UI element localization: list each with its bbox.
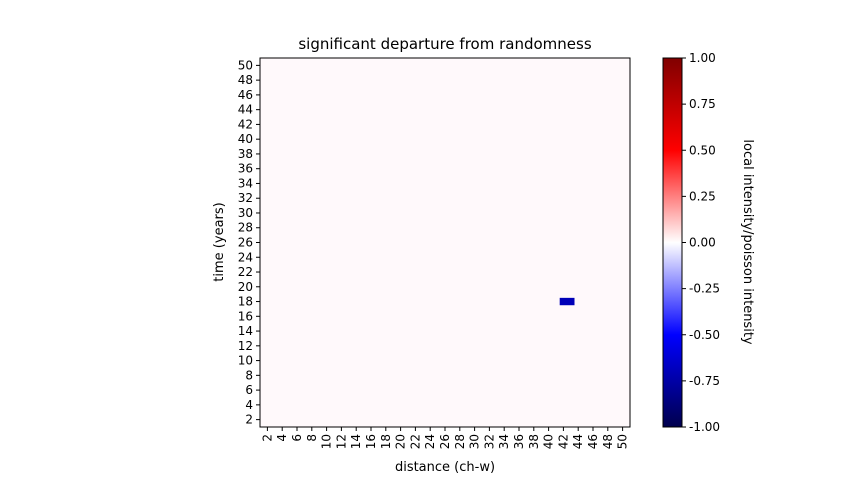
x-tick-label: 36 (512, 434, 526, 449)
x-tick-label: 2 (260, 434, 274, 442)
x-tick-label: 48 (601, 434, 615, 449)
y-tick-label: 24 (238, 250, 253, 264)
y-tick-label: 26 (238, 236, 253, 250)
colorbar: -1.00 -0.75 -0.50 -0.25 0.00 0.25 0.50 0.75 1.00… (662, 51, 755, 434)
x-tick-label: 44 (571, 434, 585, 449)
y-tick-label: 50 (238, 58, 253, 72)
x-tick-label: 46 (586, 434, 600, 449)
x-tick-label: 16 (364, 434, 378, 449)
x-tick-label: 4 (275, 434, 289, 442)
y-tick-label: 16 (238, 309, 253, 323)
y-axis-ticks: 2468101214161820222426283032343638404244… (238, 58, 260, 427)
y-tick-label: 2 (245, 413, 253, 427)
colorbar-label: local intensity/poisson intensity (740, 139, 755, 345)
x-tick-label: 18 (379, 434, 393, 449)
heatmap-background (260, 58, 630, 427)
y-tick-label: 38 (238, 147, 253, 161)
y-tick-label: 42 (238, 117, 253, 131)
x-tick-label: 12 (334, 434, 348, 449)
colorbar-tick-label: -0.75 (689, 374, 720, 388)
x-tick-label: 34 (497, 434, 511, 449)
colorbar-tick-label: 1.00 (689, 51, 716, 65)
y-tick-label: 30 (238, 206, 253, 220)
y-tick-label: 14 (238, 324, 253, 338)
y-tick-label: 18 (238, 295, 253, 309)
y-tick-label: 10 (238, 354, 253, 368)
y-tick-label: 4 (245, 398, 253, 412)
colorbar-gradient (662, 57, 683, 428)
x-tick-label: 26 (438, 434, 452, 449)
x-tick-label: 30 (468, 434, 482, 449)
heatmap-cells (559, 297, 575, 306)
colorbar-tick-label: -1.00 (689, 420, 720, 434)
y-tick-label: 40 (238, 132, 253, 146)
colorbar-tick-label: -0.25 (689, 282, 720, 296)
x-tick-label: 38 (527, 434, 541, 449)
y-tick-label: 20 (238, 280, 253, 294)
heatmap-cell (559, 297, 575, 306)
y-tick-label: 34 (238, 176, 253, 190)
y-tick-label: 46 (238, 88, 253, 102)
y-tick-label: 44 (238, 103, 253, 117)
y-tick-label: 48 (238, 73, 253, 87)
colorbar-tick-label: 0.00 (689, 236, 716, 250)
colorbar-tick-label: 0.75 (689, 97, 716, 111)
y-tick-label: 6 (245, 383, 253, 397)
x-tick-label: 8 (305, 434, 319, 442)
chart-title: significant departure from randomness (298, 35, 591, 53)
x-axis-label: distance (ch-w) (395, 460, 495, 475)
plot-area (259, 57, 631, 428)
x-tick-label: 24 (423, 434, 437, 449)
y-tick-label: 22 (238, 265, 253, 279)
colorbar-tick-label: 0.50 (689, 143, 716, 157)
y-tick-label: 32 (238, 191, 253, 205)
x-tick-label: 20 (394, 434, 408, 449)
x-tick-label: 22 (408, 434, 422, 449)
x-tick-label: 40 (542, 434, 556, 449)
colorbar-tick-label: 0.25 (689, 189, 716, 203)
x-tick-label: 42 (556, 434, 570, 449)
x-tick-label: 28 (453, 434, 467, 449)
x-tick-label: 6 (290, 434, 304, 442)
x-tick-label: 10 (320, 434, 334, 449)
x-tick-label: 14 (349, 434, 363, 449)
x-tick-label: 50 (616, 434, 630, 449)
x-axis-ticks: 2 4 6 8 10 12 14 16 18 20 22 24 26 28 30 32 34 36 38 40 42 44… (260, 427, 630, 449)
y-tick-label: 36 (238, 162, 253, 176)
y-tick-label: 28 (238, 221, 253, 235)
y-tick-label: 8 (245, 368, 253, 382)
y-axis-label: time (years) (212, 202, 227, 281)
colorbar-tick-label: -0.50 (689, 328, 720, 342)
colorbar-ticks: -1.00 -0.75 -0.50 -0.25 0.00 0.25 0.50 0.75 1.00 (682, 51, 720, 434)
x-tick-label: 32 (482, 434, 496, 449)
y-tick-label: 12 (238, 339, 253, 353)
